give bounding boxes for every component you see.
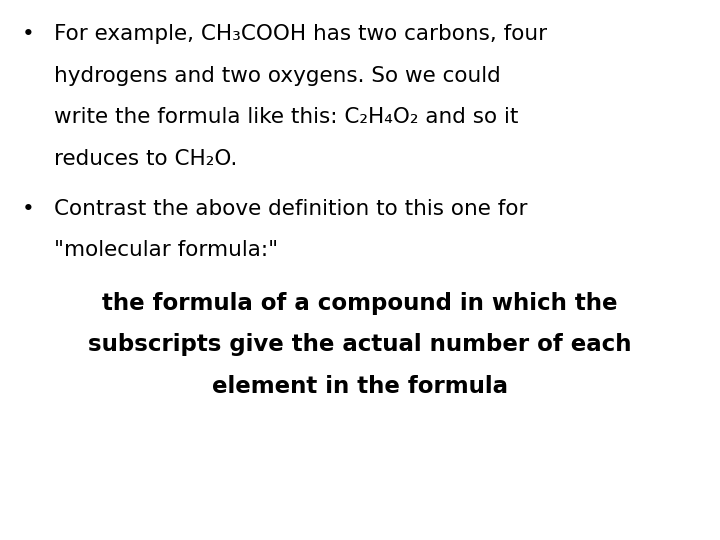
Text: Contrast the above definition to this one for: Contrast the above definition to this on… — [54, 199, 528, 219]
Text: write the formula like this: C₂H₄O₂ and so it: write the formula like this: C₂H₄O₂ and … — [54, 107, 518, 127]
Text: •: • — [22, 24, 35, 44]
Text: subscripts give the actual number of each: subscripts give the actual number of eac… — [89, 333, 631, 356]
Text: element in the formula: element in the formula — [212, 375, 508, 398]
Text: For example, CH₃COOH has two carbons, four: For example, CH₃COOH has two carbons, fo… — [54, 24, 547, 44]
Text: hydrogens and two oxygens. So we could: hydrogens and two oxygens. So we could — [54, 66, 500, 86]
Text: reduces to CH₂O.: reduces to CH₂O. — [54, 149, 238, 169]
Text: the formula of a compound in which the: the formula of a compound in which the — [102, 292, 618, 315]
Text: "molecular formula:": "molecular formula:" — [54, 240, 278, 260]
Text: •: • — [22, 199, 35, 219]
